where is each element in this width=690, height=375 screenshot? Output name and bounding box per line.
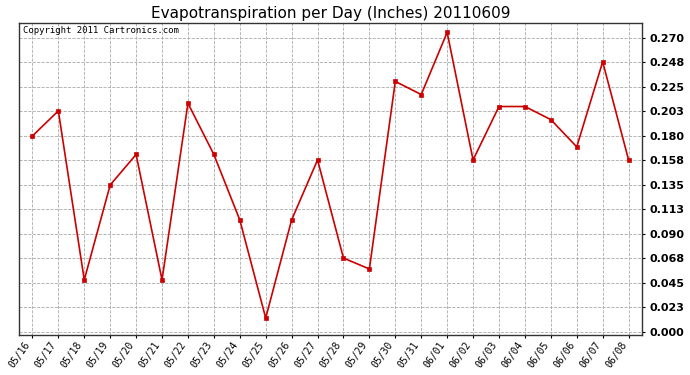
Title: Evapotranspiration per Day (Inches) 20110609: Evapotranspiration per Day (Inches) 2011… [150, 6, 511, 21]
Text: Copyright 2011 Cartronics.com: Copyright 2011 Cartronics.com [23, 26, 179, 35]
